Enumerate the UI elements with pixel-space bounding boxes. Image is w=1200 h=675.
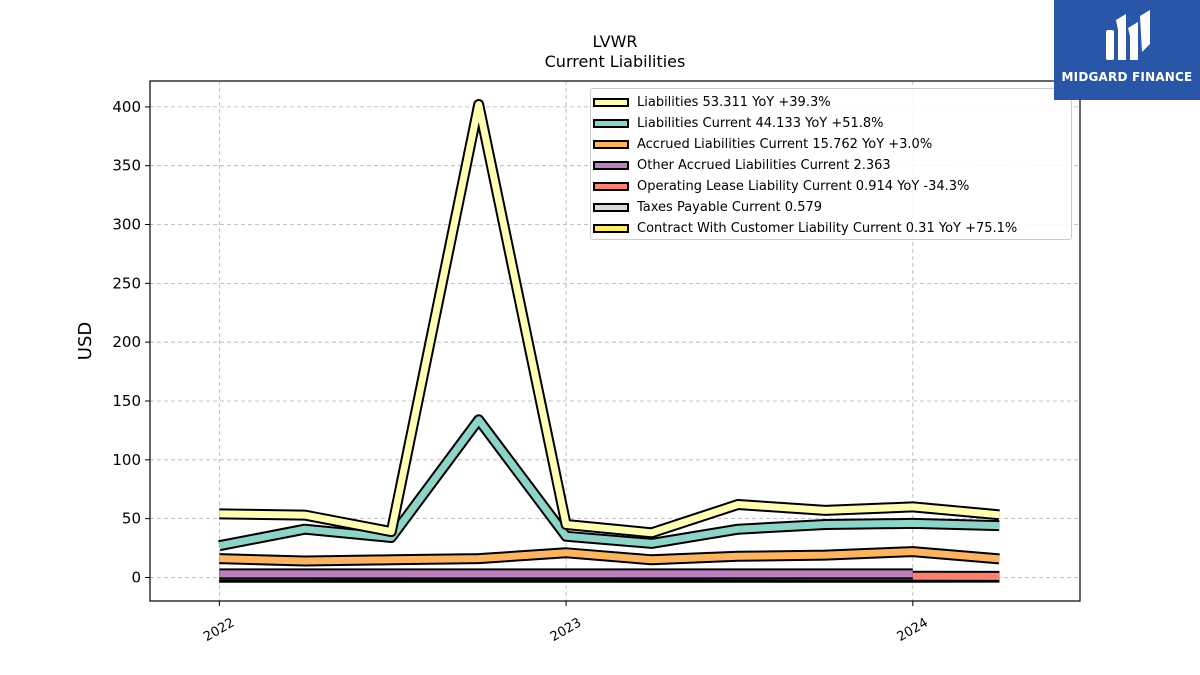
x-axis-ticks: 2022 2023 2024 (201, 601, 931, 645)
legend-swatch (593, 161, 629, 170)
legend-label: Taxes Payable Current 0.579 (637, 200, 823, 215)
y-tick-label: 50 (122, 510, 141, 528)
legend-item: Liabilities 53.311 YoY +39.3% (591, 92, 1071, 113)
series-line-liabilities-current (218, 414, 1000, 552)
legend-item: Taxes Payable Current 0.579 (591, 197, 1071, 218)
legend-item: Contract With Customer Liability Current… (591, 218, 1071, 239)
legend-label: Liabilities Current 44.133 YoY +51.8% (637, 116, 884, 131)
y-tick-label: 0 (131, 568, 141, 586)
legend-item: Operating Lease Liability Current 0.914 … (591, 176, 1071, 197)
chart-legend: Liabilities 53.311 YoY +39.3% Liabilities… (590, 88, 1072, 240)
brand-logo: MIDGARD FINANCE (1054, 0, 1200, 100)
series-stroke (218, 416, 1000, 550)
legend-item: Accrued Liabilities Current 15.762 YoY +… (591, 134, 1071, 155)
legend-label: Accrued Liabilities Current 15.762 YoY +… (637, 137, 933, 152)
legend-swatch (593, 182, 629, 191)
series-line-liabilities (219, 99, 1000, 539)
y-tick-label: 250 (112, 274, 141, 292)
y-tick-label: 350 (112, 157, 141, 175)
y-tick-label: 150 (112, 392, 141, 410)
legend-swatch (593, 224, 629, 233)
series-lines (218, 99, 1000, 583)
y-tick-label: 400 (112, 98, 141, 116)
series-stroke (219, 548, 1000, 565)
legend-label: Operating Lease Liability Current 0.914 … (637, 179, 970, 194)
chart-title-ticker: LVWR (592, 32, 638, 51)
x-tick-label: 2022 (201, 615, 237, 645)
legend-swatch (593, 98, 629, 107)
y-axis-ticks: 0 50 100 150 200 250 300 350 400 (112, 98, 150, 586)
x-tick-label: 2024 (895, 615, 931, 645)
legend-item: Other Accrued Liabilities Current 2.363 (591, 155, 1071, 176)
chart-title-metric: Current Liabilities (544, 52, 686, 71)
midgard-logo-icon (1106, 10, 1150, 60)
brand-name: MIDGARD FINANCE (1061, 70, 1193, 84)
x-tick-label: 2023 (548, 615, 584, 645)
legend-swatch (593, 203, 629, 212)
series-stroke (219, 101, 1000, 537)
plot-area-frame (149, 80, 1081, 602)
legend-label: Other Accrued Liabilities Current 2.363 (637, 158, 891, 173)
y-tick-label: 200 (112, 333, 141, 351)
y-tick-label: 100 (112, 451, 141, 469)
legend-label: Liabilities 53.311 YoY +39.3% (637, 95, 831, 110)
legend-swatch (593, 140, 629, 149)
legend-label: Contract With Customer Liability Current… (637, 221, 1018, 236)
y-tick-label: 300 (112, 216, 141, 234)
legend-swatch (593, 119, 629, 128)
legend-item: Liabilities Current 44.133 YoY +51.8% (591, 113, 1071, 134)
series-line-accrued-liabilities-current (219, 546, 1000, 567)
y-axis-label: USD (75, 322, 96, 360)
